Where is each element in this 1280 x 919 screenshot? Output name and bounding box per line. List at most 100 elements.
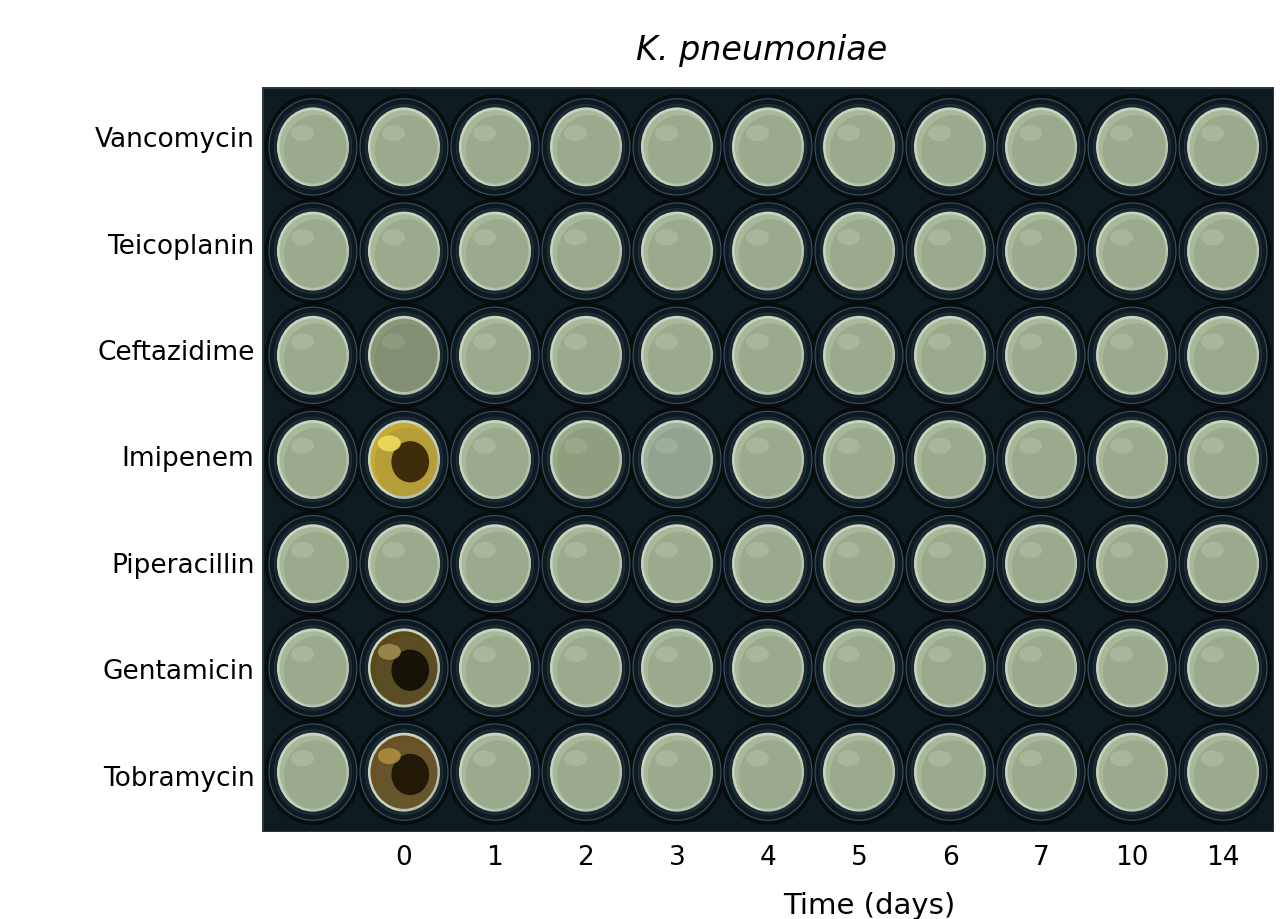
Ellipse shape — [820, 626, 897, 710]
Ellipse shape — [274, 312, 352, 398]
Ellipse shape — [365, 730, 443, 814]
Ellipse shape — [920, 532, 986, 603]
Ellipse shape — [829, 220, 895, 290]
Ellipse shape — [557, 532, 622, 603]
Ellipse shape — [451, 203, 539, 300]
Ellipse shape — [916, 527, 983, 600]
Ellipse shape — [730, 626, 806, 710]
Ellipse shape — [916, 319, 983, 392]
Text: 4: 4 — [759, 845, 777, 871]
FancyBboxPatch shape — [262, 87, 1274, 832]
Ellipse shape — [630, 720, 724, 824]
Text: K. pneumoniae: K. pneumoniae — [636, 34, 887, 67]
Ellipse shape — [1189, 735, 1257, 809]
Ellipse shape — [997, 412, 1085, 507]
Ellipse shape — [721, 95, 815, 199]
Ellipse shape — [375, 532, 440, 603]
Ellipse shape — [451, 307, 539, 403]
Ellipse shape — [291, 542, 314, 558]
Ellipse shape — [1189, 214, 1257, 288]
Ellipse shape — [1110, 750, 1133, 766]
Ellipse shape — [1201, 646, 1224, 663]
Ellipse shape — [1002, 105, 1080, 189]
Ellipse shape — [914, 108, 986, 187]
Ellipse shape — [365, 105, 443, 189]
Ellipse shape — [1012, 532, 1076, 603]
Ellipse shape — [997, 516, 1085, 612]
Ellipse shape — [1103, 427, 1167, 499]
Ellipse shape — [815, 619, 902, 716]
Ellipse shape — [1098, 319, 1166, 392]
Ellipse shape — [1184, 209, 1262, 293]
Ellipse shape — [1098, 631, 1166, 705]
Ellipse shape — [392, 650, 429, 691]
Ellipse shape — [1088, 412, 1176, 507]
Ellipse shape — [630, 95, 724, 199]
Ellipse shape — [539, 720, 634, 824]
Text: 6: 6 — [942, 845, 959, 871]
Ellipse shape — [451, 724, 539, 821]
Ellipse shape — [1005, 524, 1076, 603]
Ellipse shape — [1098, 110, 1166, 184]
Ellipse shape — [466, 427, 531, 499]
Ellipse shape — [466, 636, 531, 707]
Ellipse shape — [291, 125, 314, 142]
Ellipse shape — [1002, 521, 1080, 607]
Ellipse shape — [724, 98, 812, 195]
Ellipse shape — [641, 524, 713, 603]
Ellipse shape — [928, 334, 951, 349]
Ellipse shape — [1110, 229, 1133, 245]
Ellipse shape — [1096, 732, 1169, 811]
Ellipse shape — [634, 516, 721, 612]
Ellipse shape — [370, 527, 438, 600]
Ellipse shape — [1184, 521, 1262, 607]
Ellipse shape — [378, 748, 401, 764]
Ellipse shape — [462, 110, 529, 184]
Ellipse shape — [820, 730, 897, 814]
Ellipse shape — [655, 125, 678, 142]
Ellipse shape — [1175, 303, 1271, 407]
Ellipse shape — [1103, 636, 1167, 707]
Ellipse shape — [284, 636, 348, 707]
Ellipse shape — [730, 105, 806, 189]
Ellipse shape — [564, 542, 588, 558]
Ellipse shape — [370, 110, 438, 184]
Ellipse shape — [739, 427, 804, 499]
Ellipse shape — [746, 542, 769, 558]
Ellipse shape — [812, 512, 906, 616]
Ellipse shape — [997, 724, 1085, 821]
Ellipse shape — [381, 125, 404, 142]
Ellipse shape — [928, 646, 951, 663]
Ellipse shape — [279, 631, 347, 705]
Ellipse shape — [279, 423, 347, 496]
Ellipse shape — [735, 735, 801, 809]
Ellipse shape — [730, 521, 806, 607]
Ellipse shape — [902, 407, 997, 512]
Ellipse shape — [993, 199, 1089, 303]
Ellipse shape — [911, 105, 988, 189]
Ellipse shape — [1096, 420, 1169, 499]
Ellipse shape — [820, 312, 897, 398]
Ellipse shape — [447, 303, 543, 407]
Ellipse shape — [1088, 619, 1176, 716]
Ellipse shape — [274, 626, 352, 710]
Ellipse shape — [812, 616, 906, 720]
Ellipse shape — [462, 214, 529, 288]
Ellipse shape — [541, 98, 630, 195]
Ellipse shape — [648, 427, 713, 499]
Ellipse shape — [1201, 542, 1224, 558]
Text: 3: 3 — [668, 845, 685, 871]
Ellipse shape — [721, 303, 815, 407]
Ellipse shape — [356, 616, 452, 720]
Ellipse shape — [1005, 316, 1076, 395]
Ellipse shape — [829, 115, 895, 186]
Ellipse shape — [634, 98, 721, 195]
Text: 7: 7 — [1033, 845, 1050, 871]
Ellipse shape — [914, 420, 986, 499]
Ellipse shape — [466, 741, 531, 811]
Ellipse shape — [375, 220, 440, 290]
Ellipse shape — [548, 521, 625, 607]
Ellipse shape — [265, 407, 361, 512]
Ellipse shape — [456, 626, 534, 710]
Ellipse shape — [279, 214, 347, 288]
